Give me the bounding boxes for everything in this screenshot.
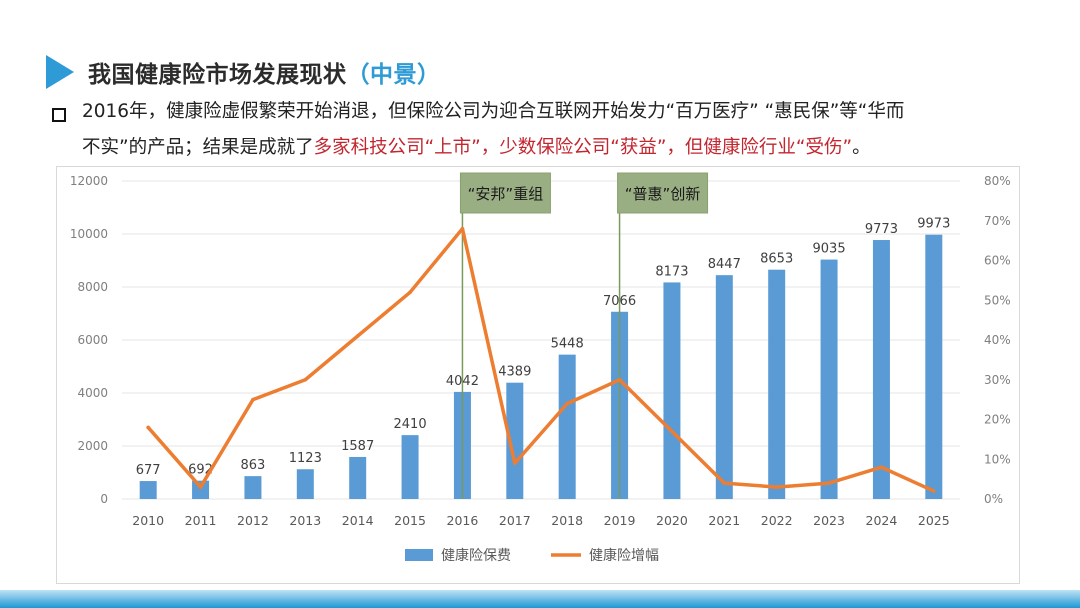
y-right-tick-label: 30% (984, 373, 1011, 387)
x-tick-label: 2014 (342, 513, 374, 528)
bar-value-label: 7066 (603, 294, 636, 309)
bullet-paragraph: 2016年，健康险虚假繁荣开始消退，但保险公司为迎合互联网开始发力“百万医疗” … (48, 94, 1048, 166)
bar (296, 469, 314, 499)
line-point (617, 377, 622, 382)
legend-label: 健康险增幅 (589, 547, 659, 564)
line-point (146, 425, 150, 430)
y-left-tick-label: 10000 (70, 227, 108, 241)
y-right-tick-label: 20% (984, 413, 1011, 427)
line-point (932, 489, 936, 493)
y-left-tick-label: 6000 (77, 333, 108, 347)
line-point (460, 226, 465, 231)
line-point (513, 461, 517, 466)
bar-value-label: 863 (241, 458, 266, 473)
line-point (774, 485, 779, 489)
line-point (251, 397, 255, 402)
title-paren: （中景） (346, 62, 441, 88)
line-point (670, 429, 674, 434)
bullet-line-1: 2016年，健康险虚假繁荣开始消退，但保险公司为迎合互联网开始发力“百万医疗” … (82, 101, 905, 122)
bar-value-label: 8173 (655, 264, 688, 279)
y-left-tick-label: 2000 (77, 439, 108, 453)
bar (663, 282, 681, 499)
legend-swatch-bar (405, 549, 433, 561)
x-tick-label: 2025 (918, 513, 950, 528)
bullet-text-normal: 不实”的产品；结果是成就了 (82, 137, 314, 158)
x-tick-label: 2010 (132, 513, 164, 528)
annotation-box (617, 172, 709, 214)
x-tick-label: 2016 (447, 513, 479, 528)
annotation-box (459, 172, 551, 214)
bar-value-label: 8653 (760, 252, 793, 267)
legend-label: 健康险保费 (441, 547, 511, 564)
x-tick-label: 2019 (604, 513, 636, 528)
y-left-tick-label: 12000 (70, 174, 108, 188)
annotation-label: “普惠”创新 (625, 185, 701, 203)
y-right-tick-label: 0% (984, 492, 1003, 506)
bar (715, 275, 733, 499)
x-tick-label: 2012 (237, 513, 269, 528)
bullet-line-2: 不实”的产品；结果是成就了多家科技公司“上市”，少数保险公司“获益”，但健康险行… (48, 130, 1048, 166)
page-title: 我国健康险市场发展现状（中景） (46, 52, 441, 92)
bar-value-label: 1123 (289, 451, 322, 466)
y-right-tick-label: 60% (984, 254, 1011, 268)
y-right-tick-label: 40% (984, 333, 1011, 347)
y-left-tick-label: 0 (100, 492, 108, 506)
bar (244, 476, 262, 499)
bar (506, 382, 524, 499)
bar-value-label: 1587 (341, 439, 374, 454)
bar-value-label: 4042 (446, 374, 479, 389)
bar-value-label: 2410 (394, 417, 427, 432)
x-tick-label: 2022 (761, 513, 793, 528)
bar (872, 240, 890, 499)
combo-chart: 0 2000 4000 6000 8000 10000 12000 0% 10% 20% 30% 40… (70, 172, 1011, 564)
square-bullet-icon (52, 108, 66, 122)
y-right-tick-label: 10% (984, 452, 1011, 466)
line-point (827, 481, 831, 485)
annotation-label: “安邦”重组 (468, 185, 544, 203)
bar (558, 354, 576, 499)
x-tick-label: 2018 (551, 513, 583, 528)
line-point (198, 485, 203, 489)
y-right-tick-label: 70% (984, 214, 1011, 228)
line-point (355, 334, 360, 338)
x-tick-label: 2024 (866, 513, 898, 528)
line-point (408, 290, 412, 295)
x-tick-label: 2017 (499, 513, 531, 528)
bullet-text-highlight: 多家科技公司“上市”，少数保险公司“获益”，但健康险行业“受伤” (313, 137, 853, 158)
growth-line (146, 226, 936, 493)
bar-value-label: 9773 (865, 222, 898, 237)
chart-frame: 0 2000 4000 6000 8000 10000 12000 0% 10% 20% 30% 40… (56, 166, 1020, 584)
bar (925, 234, 943, 499)
title-main: 我国健康险市场发展现状 (88, 62, 347, 88)
line-point (303, 377, 308, 382)
line-point (565, 401, 569, 406)
bar (820, 259, 838, 499)
y-left-tick-label: 4000 (77, 386, 108, 400)
y-right-tick-label: 50% (984, 293, 1011, 307)
bar (349, 456, 367, 499)
bar-value-label: 9035 (813, 242, 846, 257)
x-tick-label: 2020 (656, 513, 688, 528)
bar-value-label: 677 (136, 463, 161, 478)
y-left-tick-label: 8000 (77, 280, 108, 294)
bar-value-label: 9973 (917, 217, 950, 232)
x-tick-label: 2021 (708, 513, 740, 528)
bar-value-label: 5448 (551, 337, 584, 352)
play-arrow-icon (46, 55, 74, 89)
x-tick-label: 2013 (289, 513, 321, 528)
bar (401, 435, 419, 499)
bar (192, 480, 210, 499)
x-tick-label: 2023 (813, 513, 845, 528)
bottom-accent-bar (0, 590, 1080, 608)
bar (139, 481, 157, 499)
x-tick-label: 2015 (394, 513, 426, 528)
line-point (879, 465, 884, 470)
bullet-text-end: 。 (852, 137, 871, 158)
line-point (722, 481, 727, 485)
bar (768, 269, 786, 499)
x-tick-label: 2011 (185, 513, 217, 528)
bar-value-label: 4389 (498, 365, 531, 380)
bar-value-label: 8447 (708, 257, 741, 272)
y-right-tick-label: 80% (984, 174, 1011, 188)
